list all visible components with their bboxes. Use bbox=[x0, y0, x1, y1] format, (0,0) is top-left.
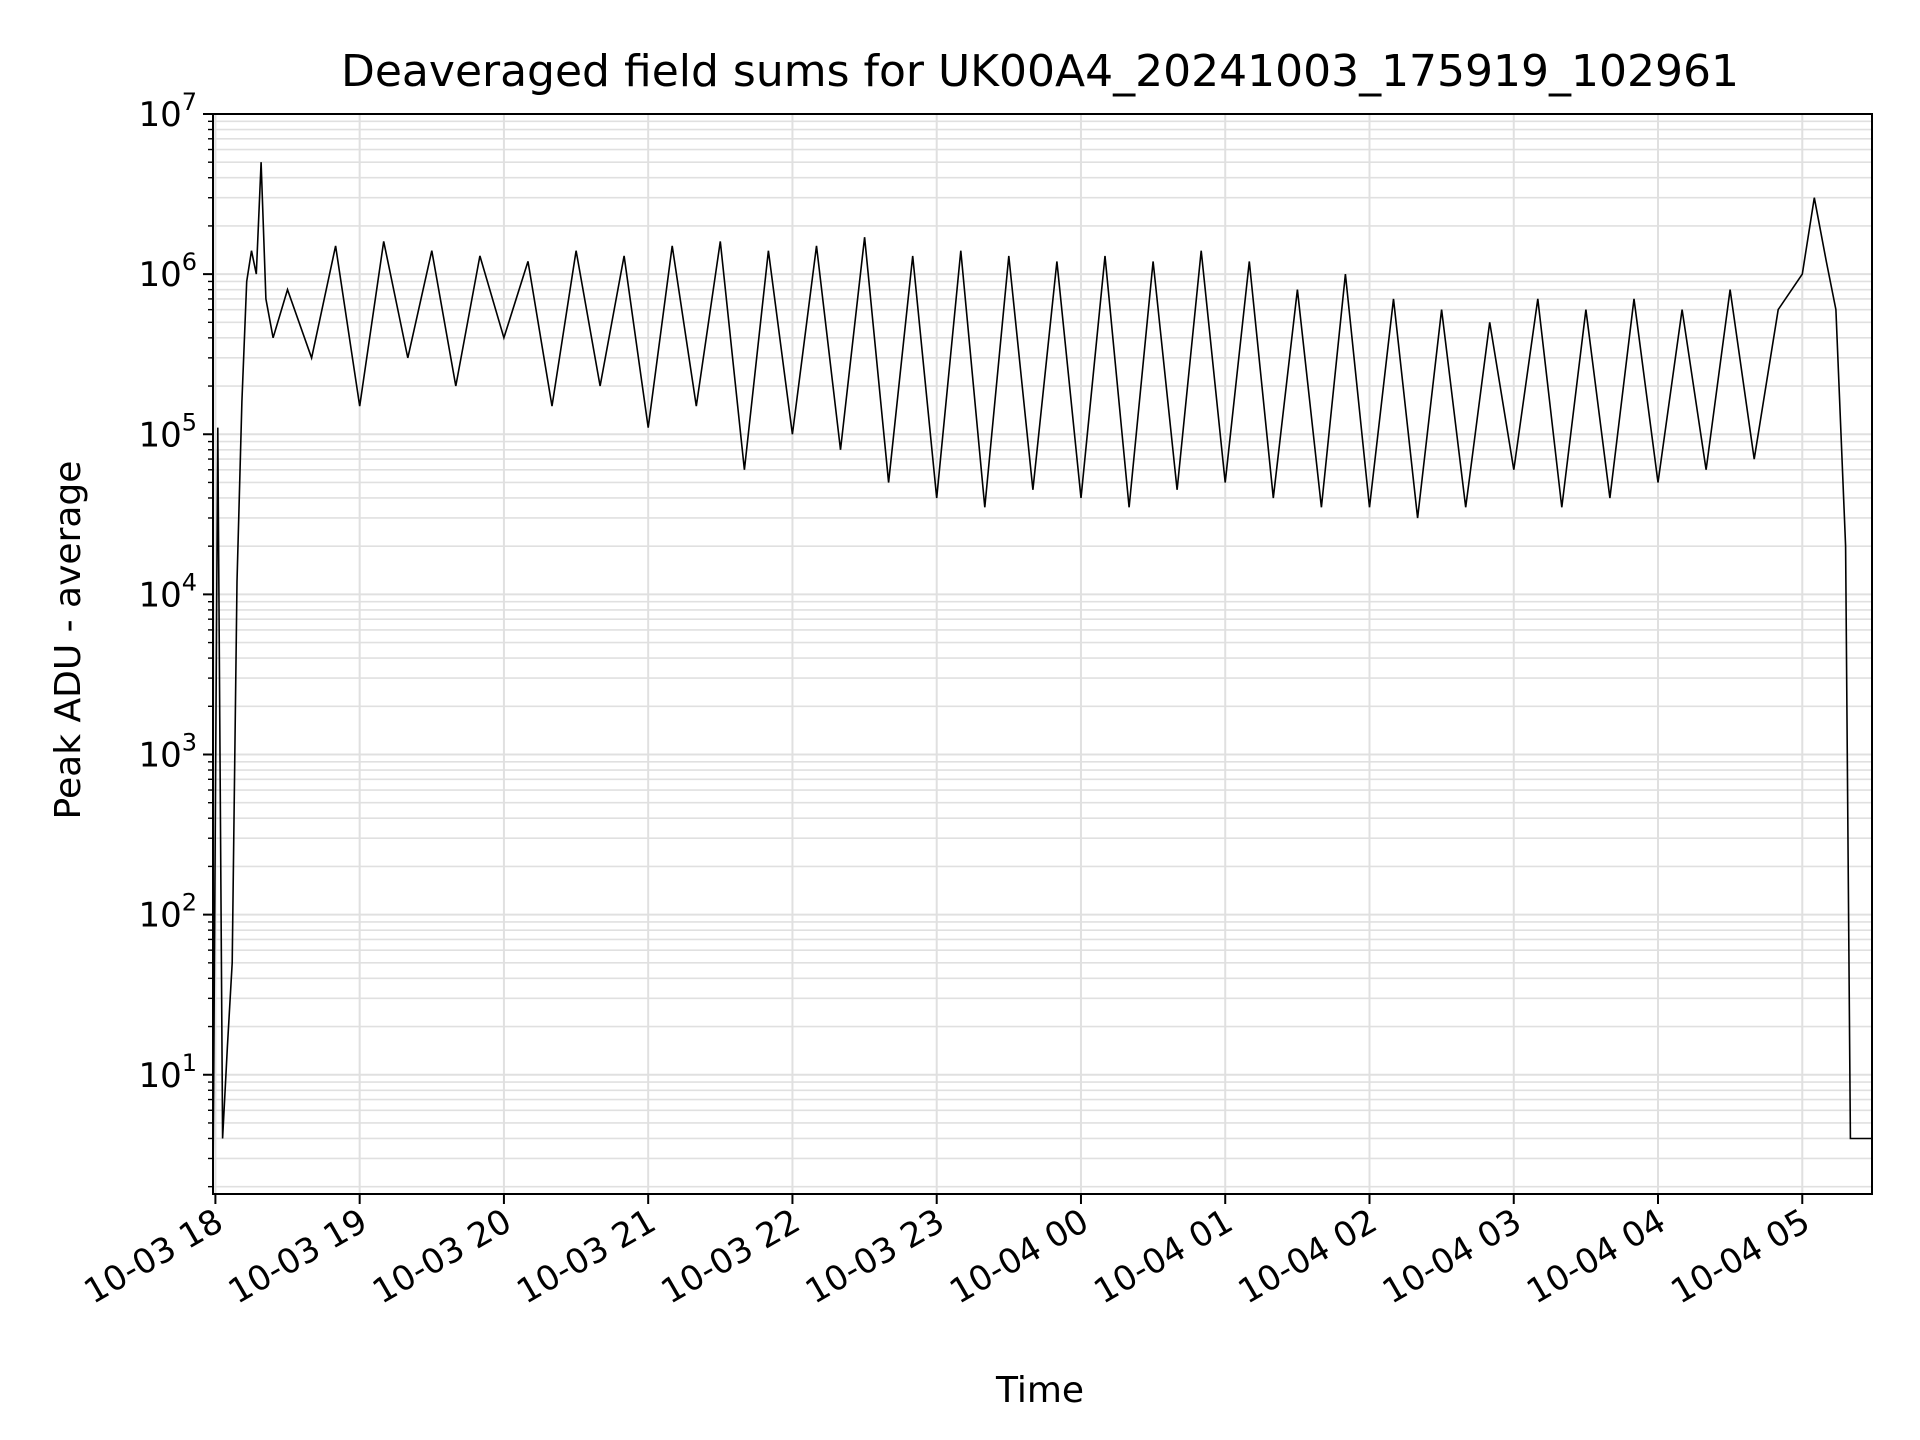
y-tick-label: 103 bbox=[138, 729, 197, 776]
chart-title: Deaveraged field sums for UK00A4_2024100… bbox=[341, 46, 1739, 97]
y-tick-label: 101 bbox=[138, 1049, 197, 1096]
y-tick-label: 107 bbox=[138, 88, 197, 135]
y-axis: 101 102 103 104 105 106 107 bbox=[138, 88, 213, 1188]
y-tick-label: 102 bbox=[138, 889, 197, 936]
y-axis-label: Peak ADU - average bbox=[48, 461, 89, 820]
x-axis-label: Time bbox=[995, 1370, 1084, 1411]
y-tick-label: 104 bbox=[138, 568, 197, 615]
grid bbox=[213, 113, 1872, 1194]
y-tick-label: 106 bbox=[138, 248, 197, 295]
y-tick-label: 105 bbox=[138, 408, 197, 455]
series-line bbox=[212, 162, 1872, 1187]
series-line-0 bbox=[212, 162, 1872, 1187]
plot-frame bbox=[212, 113, 1873, 1195]
